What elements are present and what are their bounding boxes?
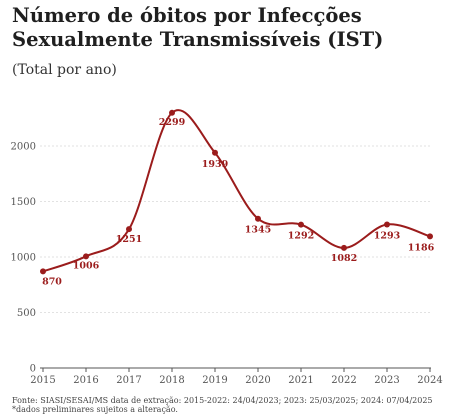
x-tick-label-2024: 2024 <box>417 375 442 386</box>
data-point-2015 <box>40 268 46 275</box>
x-tick-label-2017: 2017 <box>116 375 141 386</box>
data-point-2023 <box>384 221 390 228</box>
data-point-2022 <box>341 244 347 251</box>
grid-lines <box>40 145 430 313</box>
data-label-2021: 1292 <box>288 231 314 242</box>
data-point-2020 <box>255 215 261 222</box>
data-label-2018: 2299 <box>159 117 186 128</box>
data-labels: 870 1006 1251 2299 1939 1345 1292 1082 1293 1186 <box>42 117 435 288</box>
x-tick-label-2023: 2023 <box>374 375 399 386</box>
series <box>40 109 433 275</box>
y-tick-label-2000: 2000 <box>11 142 36 153</box>
data-label-2015: 870 <box>42 276 62 287</box>
data-label-2024: 1186 <box>408 242 435 253</box>
data-label-2022: 1082 <box>331 253 357 264</box>
chart-title: Número de óbitos por Infecções Sexualmen… <box>12 4 384 51</box>
data-label-2016: 1006 <box>73 260 100 271</box>
x-tick-label-2016: 2016 <box>73 375 98 386</box>
y-tick-label-500: 500 <box>17 308 36 319</box>
y-tick-label-1500: 1500 <box>11 197 36 208</box>
data-point-2024 <box>427 233 433 240</box>
y-tick-label-0: 0 <box>30 364 36 375</box>
data-point-2021 <box>298 221 304 228</box>
data-point-2018 <box>169 109 175 116</box>
series-line <box>42 109 431 273</box>
data-point-2016 <box>83 253 89 260</box>
x-tick-label-2018: 2018 <box>159 375 184 386</box>
y-tick-label-1000: 1000 <box>11 253 36 264</box>
data-label-2020: 1345 <box>245 225 271 236</box>
data-point-2017 <box>126 226 132 233</box>
data-label-2017: 1251 <box>116 234 142 245</box>
x-tick-label-2020: 2020 <box>245 375 270 386</box>
x-tick-label-2019: 2019 <box>202 375 227 386</box>
source-note: Fonte: SIASI/SESAI/MS data de extração: … <box>12 396 433 414</box>
axes: 0 500 1000 1500 2000 2015 2016 2017 2018 2019 2020… <box>11 142 443 387</box>
x-tick-label-2022: 2022 <box>331 375 356 386</box>
data-label-2023: 1293 <box>374 230 400 241</box>
data-label-2019: 1939 <box>202 159 229 170</box>
chart-subtitle: (Total por ano) <box>12 62 117 78</box>
data-point-2019 <box>212 149 218 156</box>
x-tick-label-2015: 2015 <box>30 375 55 386</box>
x-tick-label-2021: 2021 <box>288 375 313 386</box>
